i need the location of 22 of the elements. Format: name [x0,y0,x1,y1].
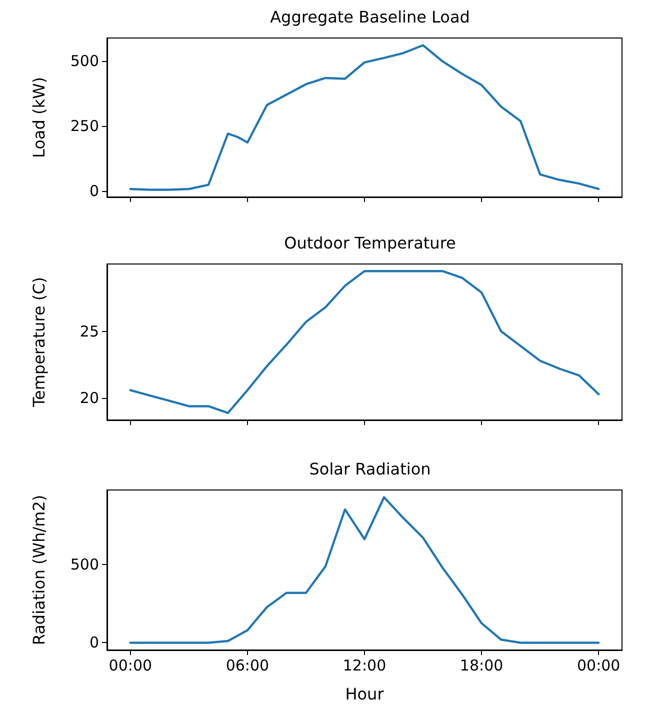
x-axis-title: Hour [345,684,384,704]
x-tick-label: 06:00 [226,656,270,674]
chart-title: Aggregate Baseline Load [270,8,470,26]
y-tick-label: 250 [70,117,99,136]
x-tick-label: 00:00 [576,656,620,674]
x-tick-label: 12:00 [342,656,386,674]
y-axis-title: Load (kW) [30,76,48,158]
line-series [129,44,600,191]
line-series [129,270,600,414]
y-tick-label: 500 [70,52,99,70]
chart-title: Solar Radiation [309,460,431,478]
y-tick-label: 0 [89,182,99,200]
y-tick-label: 25 [80,322,99,340]
y-tick-label: 0 [89,634,99,652]
y-tick-label: 500 [70,556,99,574]
line-series [129,496,600,644]
y-axis-title: Radiation (Wh/m2) [30,494,48,646]
x-tick-label: 18:00 [460,656,504,674]
x-tick-label: 00:00 [108,656,152,674]
y-tick-label: 20 [80,389,99,408]
y-axis-title: Temperature (C) [30,276,48,408]
chart-title: Outdoor Temperature [284,234,456,252]
